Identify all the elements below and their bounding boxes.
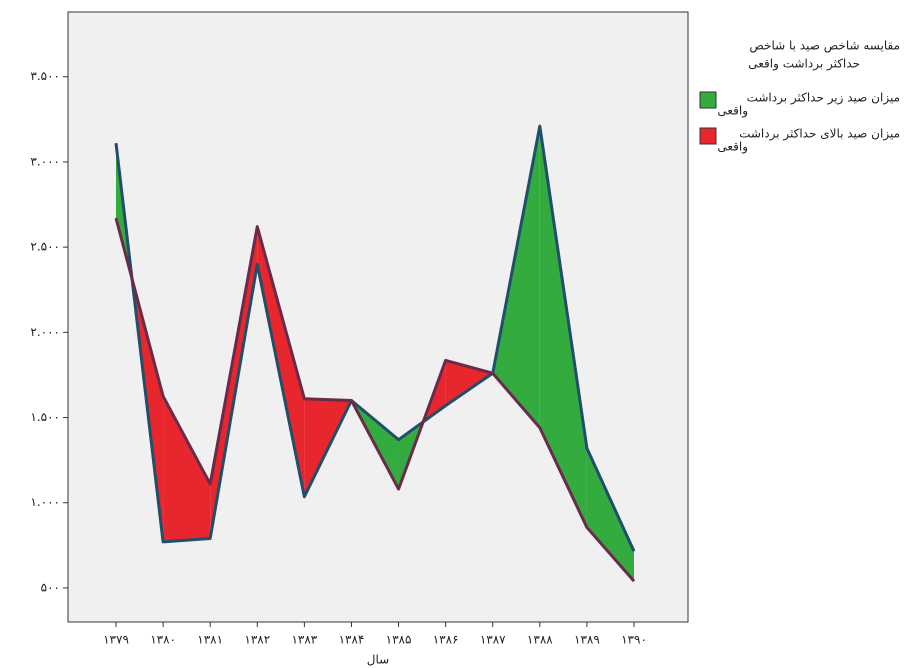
difference-area — [445, 360, 493, 406]
legend-label: واقعی — [717, 104, 748, 119]
legend-title: مقایسه شاخص صید با شاخص — [749, 39, 900, 54]
y-tick-label: ۱.۵۰۰ — [30, 410, 60, 424]
x-axis-label: سال — [367, 653, 389, 667]
y-tick-label: ۳.۵۰۰ — [30, 69, 60, 83]
x-tick-label: ۱۳۷۹ — [103, 633, 129, 647]
x-tick-label: ۱۳۸۴ — [339, 633, 365, 647]
legend-title: حداکثر برداشت واقعی — [748, 57, 860, 72]
difference-area — [492, 126, 540, 428]
y-tick-label: ۲.۵۰۰ — [30, 240, 60, 254]
difference-area — [539, 126, 587, 528]
y-tick-label: ۱.۰۰۰ — [30, 495, 60, 509]
y-tick-label: ۵۰۰ — [41, 580, 60, 594]
x-tick-label: ۱۳۸۰ — [150, 633, 176, 647]
legend-label: واقعی — [717, 140, 748, 155]
y-tick-label: ۲.۰۰۰ — [30, 325, 60, 339]
x-tick-label: ۱۳۸۶ — [433, 633, 459, 647]
x-tick-label: ۱۳۸۹ — [574, 633, 600, 647]
series-line — [114, 124, 636, 552]
difference-area — [586, 448, 634, 582]
x-tick-label: ۱۳۹۰ — [621, 633, 647, 647]
y-tick-label: ۳.۰۰۰ — [30, 154, 60, 168]
legend-label: میزان صید زیر حداکثر برداشت — [747, 91, 900, 106]
difference-area — [163, 396, 211, 542]
x-tick-label: ۱۳۸۳ — [291, 633, 317, 647]
legend-swatch — [699, 91, 717, 109]
legend-swatch — [699, 127, 717, 145]
x-tick-label: ۱۳۸۲ — [244, 633, 270, 647]
series-line — [114, 217, 636, 583]
difference-area — [257, 226, 305, 497]
x-tick-label: ۱۳۸۷ — [480, 633, 506, 647]
legend-label: میزان صید بالای حداکثر برداشت — [739, 127, 900, 142]
difference-area — [210, 226, 258, 539]
x-tick-label: ۱۳۸۵ — [386, 633, 412, 647]
x-tick-label: ۱۳۸۸ — [527, 633, 553, 647]
x-tick-label: ۱۳۸۱ — [197, 633, 223, 647]
